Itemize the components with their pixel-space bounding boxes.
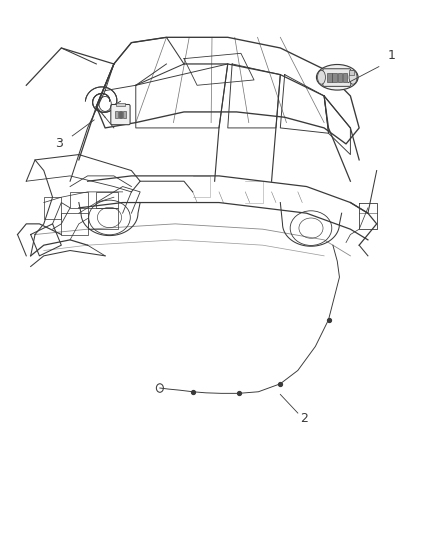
Ellipse shape xyxy=(349,70,357,84)
Bar xyxy=(338,73,342,82)
Bar xyxy=(349,70,354,75)
Bar xyxy=(88,208,118,229)
Text: 3: 3 xyxy=(55,138,63,150)
Bar xyxy=(119,111,122,118)
Bar xyxy=(115,111,118,118)
FancyBboxPatch shape xyxy=(111,104,130,125)
Bar xyxy=(332,73,337,82)
FancyBboxPatch shape xyxy=(323,69,351,86)
Bar xyxy=(343,73,347,82)
Bar xyxy=(44,197,61,219)
Bar xyxy=(123,111,126,118)
Bar xyxy=(327,73,332,82)
Ellipse shape xyxy=(316,64,358,90)
Text: 1: 1 xyxy=(388,50,396,62)
Bar xyxy=(116,103,125,106)
Bar xyxy=(96,192,118,208)
Ellipse shape xyxy=(318,70,325,84)
Text: 2: 2 xyxy=(300,412,308,425)
Bar xyxy=(70,192,88,208)
Bar xyxy=(61,213,88,235)
